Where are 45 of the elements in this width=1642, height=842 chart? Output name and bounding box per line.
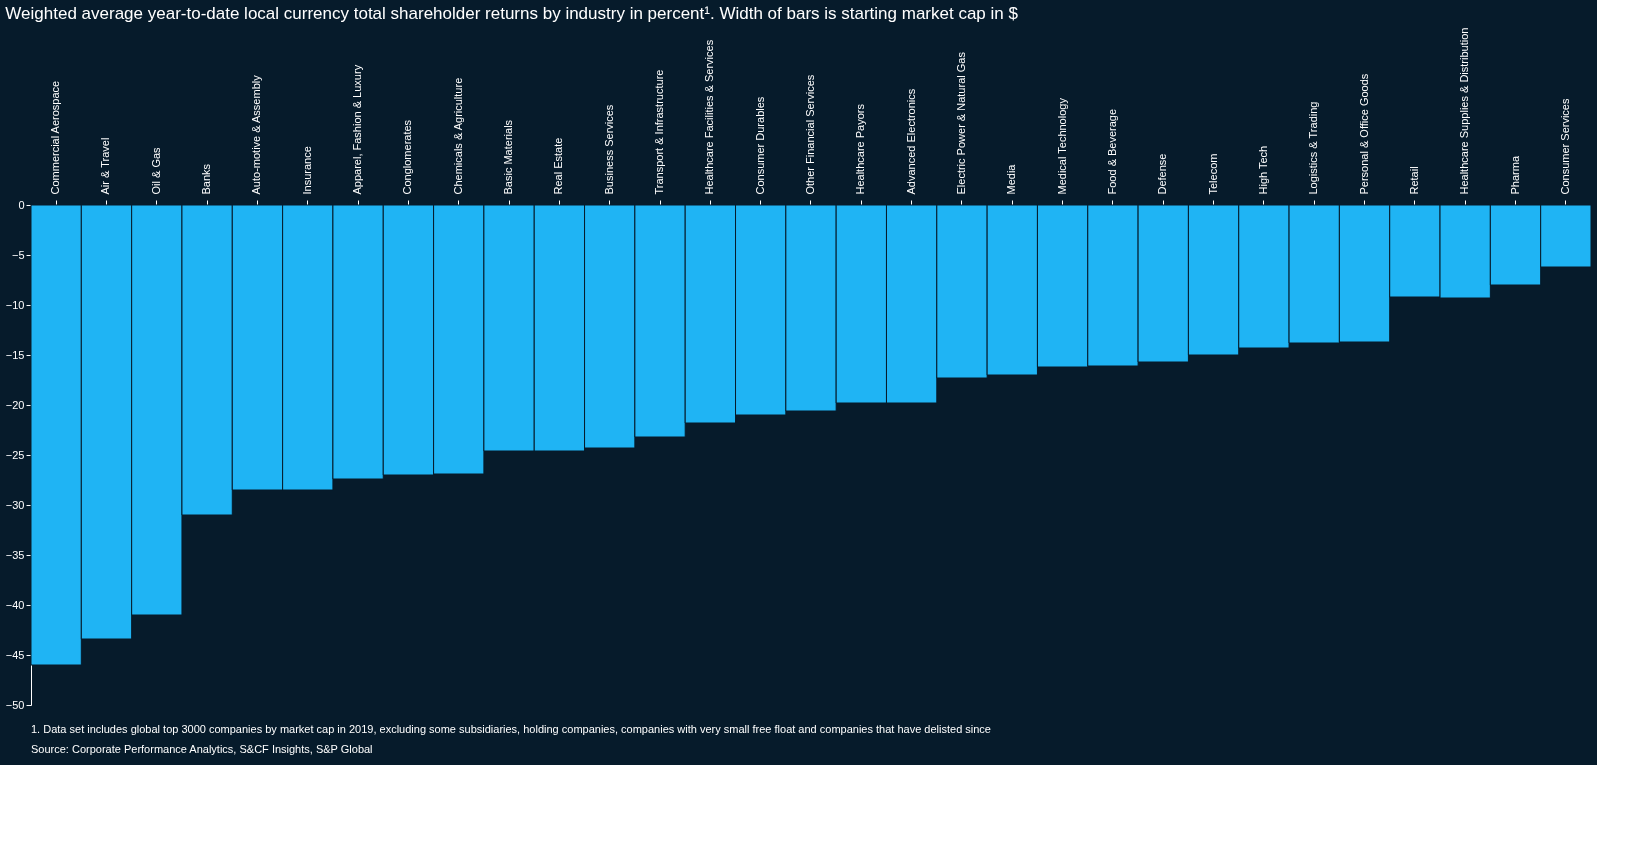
y-tick-label: −10 bbox=[5, 298, 25, 311]
x-tick-label: Defense bbox=[1156, 153, 1169, 195]
x-tick-label: Transport & Infrastructure bbox=[653, 69, 666, 195]
x-tick-label: High Tech bbox=[1256, 145, 1269, 195]
x-tick-label: Medical Technology bbox=[1055, 97, 1068, 195]
x-tick-label: Chemicals & Agriculture bbox=[451, 77, 464, 195]
x-tick-label: Basic Materials bbox=[502, 119, 515, 195]
chart-title: Weighted average year-to-date local currency total shareholder returns by industry in percent¹. Width of bars is starting market cap in $ bbox=[5, 4, 1019, 24]
x-tick-label: Consumer Durables bbox=[753, 96, 766, 195]
y-tick-label: −20 bbox=[5, 398, 25, 411]
y-tick-label: −35 bbox=[5, 548, 25, 561]
x-tick-label: Conglomerates bbox=[401, 119, 414, 195]
x-tick-label: Healthcare Facilities & Services bbox=[703, 39, 716, 195]
x-tick-label: Personal & Office Goods bbox=[1357, 73, 1370, 195]
y-tick-label: 0 bbox=[18, 198, 25, 211]
x-tick-label: Business Services bbox=[602, 104, 615, 195]
x-tick-label: Media bbox=[1005, 163, 1018, 195]
x-tick-label: Retail bbox=[1407, 166, 1420, 195]
y-tick-label: −25 bbox=[5, 448, 25, 461]
x-tick-label: Food & Beverage bbox=[1105, 108, 1118, 195]
x-tick-label: Oil & Gas bbox=[149, 146, 162, 195]
x-tick-label: Pharma bbox=[1508, 155, 1521, 195]
x-tick-label: Advanced Electronics bbox=[904, 88, 917, 195]
x-tick-label: Commercial Aerospace bbox=[49, 80, 62, 195]
y-tick-label: −40 bbox=[5, 598, 25, 611]
x-tick-label: Real Estate bbox=[552, 137, 565, 195]
x-tick-label: Insurance bbox=[300, 146, 313, 195]
y-tick-label: −30 bbox=[5, 498, 25, 511]
x-tick-label: Auto-motive & Assembly bbox=[250, 74, 263, 195]
x-tick-label: Apparel, Fashion & Luxury bbox=[351, 64, 364, 195]
y-tick-label: −5 bbox=[11, 248, 25, 261]
x-tick-label: Healthcare Supplies & Distribution bbox=[1458, 27, 1471, 195]
y-tick-label: −15 bbox=[5, 348, 25, 361]
x-tick-label: Electric Power & Natural Gas bbox=[954, 51, 967, 195]
x-tick-label: Banks bbox=[200, 163, 213, 195]
text: 1. Data set includes global top 3000 companies by market cap in 2019, excluding some subsidiaries, holding companies, companies with very small free float and companies that have delisted since bbox=[31, 723, 991, 735]
x-tick-label: Healthcare Payors bbox=[854, 103, 867, 195]
x-tick-label: Air & Travel bbox=[99, 137, 112, 195]
x-tick-label: Logistics & Trading bbox=[1307, 101, 1320, 195]
x-tick-label: Other Financial Services bbox=[804, 74, 816, 195]
x-tick-label: Telecom bbox=[1206, 153, 1219, 195]
source-note: Source: Corporate Performance Analytics, S&CF Insights, S&P Global bbox=[31, 743, 373, 755]
y-tick-label: −50 bbox=[5, 698, 25, 711]
x-tick-label: Consumer Services bbox=[1558, 98, 1571, 195]
y-tick-label: −45 bbox=[5, 648, 25, 661]
